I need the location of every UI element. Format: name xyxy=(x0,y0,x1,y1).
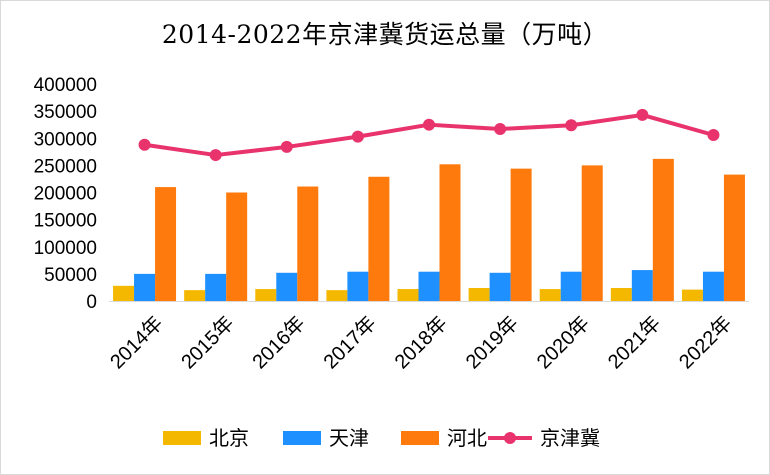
legend-swatch-河北 xyxy=(401,431,439,445)
bar-北京-2021年 xyxy=(610,287,632,301)
x-tick-label: 2020年 xyxy=(532,312,594,374)
bar-河北-2014年 xyxy=(155,187,177,301)
y-tick-label: 250000 xyxy=(34,156,97,177)
legend-label-天津: 天津 xyxy=(329,426,369,450)
bar-北京-2020年 xyxy=(539,289,561,301)
x-tick-label: 2016年 xyxy=(248,312,310,374)
point-京津冀-2014年 xyxy=(138,138,151,151)
bar-河北-2022年 xyxy=(723,174,745,301)
point-京津冀-2022年 xyxy=(707,128,720,141)
bar-河北-2021年 xyxy=(652,158,674,301)
bar-天津-2018年 xyxy=(418,271,440,301)
y-tick-label: 350000 xyxy=(34,102,97,123)
x-tick-label: 2014年 xyxy=(106,312,168,374)
x-tick-label: 2021年 xyxy=(603,312,665,374)
bar-天津-2014年 xyxy=(134,273,156,301)
bar-河北-2019年 xyxy=(510,168,532,301)
bar-河北-2020年 xyxy=(581,165,603,301)
point-京津冀-2021年 xyxy=(636,108,649,121)
bar-天津-2020年 xyxy=(560,271,582,301)
bar-北京-2016年 xyxy=(255,289,277,301)
y-tick-label: 400000 xyxy=(34,75,97,96)
point-京津冀-2017年 xyxy=(351,130,364,143)
x-tick-label: 2018年 xyxy=(390,312,452,374)
bar-河北-2018年 xyxy=(439,164,461,301)
bar-河北-2015年 xyxy=(226,192,248,301)
point-京津冀-2019年 xyxy=(494,123,507,136)
x-tick-label: 2017年 xyxy=(319,312,381,374)
bar-北京-2015年 xyxy=(184,290,206,301)
legend-swatch-北京 xyxy=(163,431,201,445)
bar-天津-2017年 xyxy=(347,271,369,301)
point-京津冀-2018年 xyxy=(423,118,435,131)
legend-swatch-天津 xyxy=(283,431,321,445)
x-tick-label: 2022年 xyxy=(674,312,736,374)
x-tick-label: 2015年 xyxy=(177,312,239,374)
bar-北京-2018年 xyxy=(397,289,419,301)
bar-北京-2022年 xyxy=(681,289,703,301)
chart-title: 2014-2022年京津冀货运总量（万吨） xyxy=(161,20,609,49)
y-tick-label: 100000 xyxy=(34,238,97,259)
bar-河北-2016年 xyxy=(297,186,319,301)
y-tick-label: 0 xyxy=(86,292,97,313)
bar-天津-2022年 xyxy=(702,271,724,301)
y-tick-label: 50000 xyxy=(44,265,97,286)
x-tick-label: 2019年 xyxy=(461,312,523,374)
bar-北京-2014年 xyxy=(113,285,135,301)
legend-label-北京: 北京 xyxy=(209,426,249,450)
y-tick-label: 200000 xyxy=(34,184,97,205)
bar-天津-2015年 xyxy=(205,273,227,301)
legend-marker-京津冀 xyxy=(504,432,516,444)
y-tick-label: 150000 xyxy=(34,211,97,232)
legend-label-京津冀: 京津冀 xyxy=(540,426,600,450)
point-京津冀-2020年 xyxy=(565,119,578,132)
point-京津冀-2015年 xyxy=(209,149,222,162)
bar-天津-2016年 xyxy=(276,272,298,301)
legend-label-河北: 河北 xyxy=(447,426,487,450)
bar-河北-2017年 xyxy=(368,176,390,301)
bar-北京-2019年 xyxy=(468,287,490,301)
bar-天津-2019年 xyxy=(489,272,511,301)
y-tick-label: 300000 xyxy=(34,129,97,150)
bar-天津-2021年 xyxy=(631,270,653,301)
point-京津冀-2016年 xyxy=(280,140,293,153)
bar-北京-2017年 xyxy=(326,290,348,301)
